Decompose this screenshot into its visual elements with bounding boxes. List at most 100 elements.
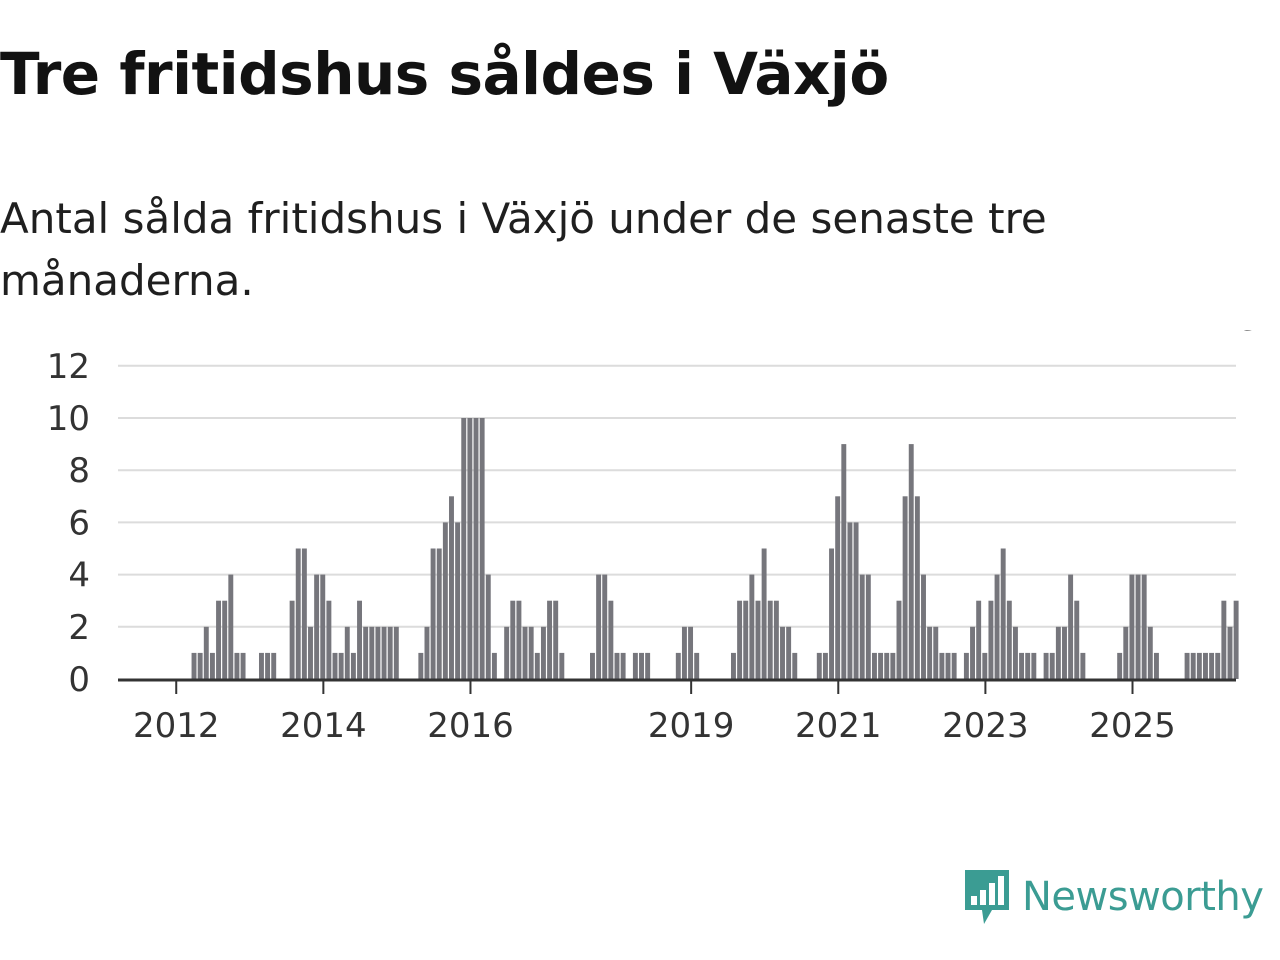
bar [614,652,620,679]
y-tick-label: 12 [47,347,90,387]
bar [681,626,687,679]
bar [449,496,454,679]
bar [1117,652,1123,679]
annotations: 3 [1239,330,1258,338]
bar [1031,652,1037,679]
bar [590,652,595,679]
bar [786,626,792,679]
bar [645,652,651,679]
y-tick-label: 6 [68,503,90,543]
bar [1043,652,1049,679]
bar [1062,626,1067,679]
bar [853,522,859,679]
bar-chart: 0 2 4 6 8 10 12 2012 2014 2016 2019 2021 2023 2025 3 [47,330,1259,746]
bar [393,626,399,679]
bar [1025,652,1031,679]
bar [534,652,540,679]
bar [301,548,307,679]
bar [963,652,969,679]
bar [1209,652,1215,679]
bar [1123,626,1129,679]
bar [504,626,510,679]
bar [1135,574,1141,679]
bar [1141,574,1147,679]
bar [773,600,779,679]
bar [344,626,350,679]
bar [908,444,914,679]
bar [326,600,332,679]
bar [540,626,546,679]
bar [988,600,994,679]
bar [871,652,877,679]
y-axis-labels: 0 2 4 6 8 10 12 [47,347,90,700]
bar [442,522,448,679]
y-tick-label: 2 [68,608,90,648]
bar [375,626,381,679]
bar [320,574,326,679]
x-tick-label: 2014 [280,706,367,746]
bar [381,626,387,679]
bar [350,652,356,679]
bar [1196,652,1202,679]
bar [191,652,197,679]
x-tick-label: 2012 [133,706,220,746]
bar [1153,652,1159,679]
bar [363,626,369,679]
bar [694,652,700,679]
bar [945,652,951,679]
bar [1129,574,1135,679]
bar [767,600,773,679]
bar [859,574,865,679]
bar [308,626,313,679]
x-axis-labels: 2012 2014 2016 2019 2021 2023 2025 [133,680,1176,746]
bar [761,548,767,679]
bar [1000,548,1006,679]
bar [357,600,362,679]
bar [479,418,485,679]
bar [780,626,785,679]
bar [982,652,988,679]
bar [209,652,215,679]
bar [1221,600,1227,679]
x-tick-label: 2016 [427,706,514,746]
bar [608,600,614,679]
bar [822,652,828,679]
bar [639,652,644,679]
value-label: 3 [1239,330,1258,338]
bar [921,574,926,679]
bar [1055,626,1061,679]
bar [1068,574,1074,679]
bar [455,522,461,679]
bar [387,626,393,679]
bar [265,652,271,679]
bar [547,600,553,679]
x-tick-label: 2019 [648,706,735,746]
x-tick-label: 2023 [942,706,1029,746]
newsworthy-logo[interactable]: Newsworthy [962,862,1264,932]
bar [528,626,534,679]
logo-text: Newsworthy [1022,874,1264,920]
bar [369,626,375,679]
bar [675,652,681,679]
bar [461,418,467,679]
bar [271,652,277,679]
bar [1190,652,1196,679]
bar [332,652,338,679]
bar [516,600,522,679]
bar [816,652,822,679]
bar [884,652,890,679]
bar [890,652,896,679]
bar [865,574,871,679]
y-tick-label: 4 [68,556,90,596]
bar [289,600,295,679]
bar [522,626,528,679]
bar [1233,600,1239,679]
bar [829,548,835,679]
bar [1147,626,1153,679]
bar [927,626,933,679]
bar [632,652,638,679]
bar [878,652,884,679]
x-tick-label: 2021 [795,706,882,746]
x-tick-label: 2025 [1089,706,1176,746]
bar [1019,652,1025,679]
